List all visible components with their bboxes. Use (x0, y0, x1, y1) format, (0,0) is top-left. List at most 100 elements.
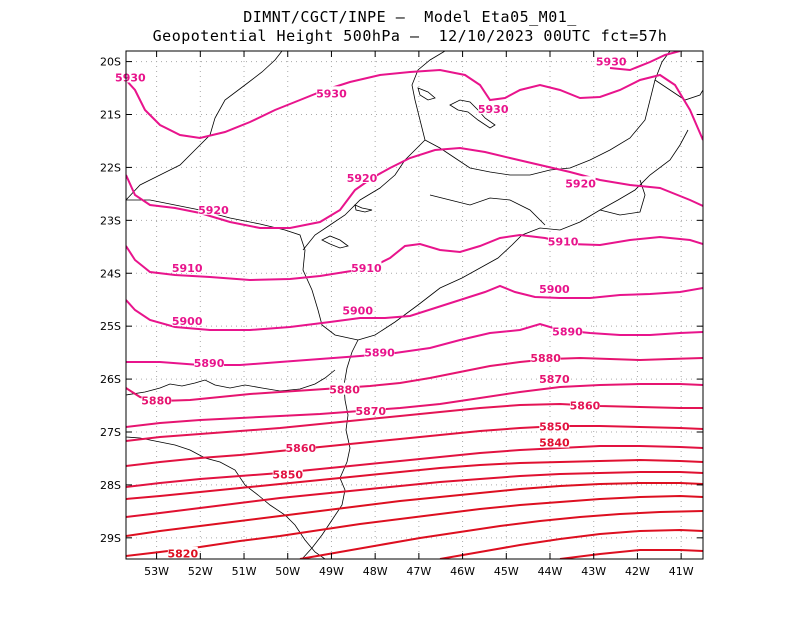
contour-label: 5930 (115, 71, 146, 84)
contour-label-bg (530, 350, 561, 363)
contour-label-bg (194, 356, 225, 369)
contour-label: 5860 (570, 400, 601, 413)
contour-label-bg (569, 398, 600, 411)
axis-ticks: 53W 52W 51W 50W 49W 48W 47W 46W 45W 44W 43W 42W 41W 2… (100, 51, 703, 578)
contour-5805 (439, 528, 703, 559)
contour-5840 (126, 445, 703, 488)
contour-label-bg (342, 303, 373, 316)
x-tick-label: 52W (188, 565, 213, 578)
contour-label: 5860 (286, 442, 317, 455)
plot-frame (125, 50, 704, 560)
contour-label: 5880 (329, 384, 360, 397)
contour-label-bg (565, 176, 596, 189)
contour-label: 5890 (194, 357, 225, 370)
contour-5850 (126, 425, 703, 467)
state-border (411, 51, 446, 141)
contour-label-bg (539, 419, 570, 432)
contour-5930-b (609, 51, 681, 72)
contour-label-bg (355, 403, 386, 416)
reservoir (449, 99, 496, 129)
contour-5910 (126, 233, 703, 282)
x-tick-label: 42W (625, 565, 650, 578)
contour-label-bg (272, 467, 303, 480)
state-border (599, 179, 646, 216)
contour-label: 5870 (539, 373, 570, 386)
state-border (429, 194, 546, 226)
contour-label-bg (316, 86, 347, 99)
contour-5820 (126, 482, 703, 537)
contour-label: 5930 (478, 103, 509, 116)
contour-label: 5880 (530, 352, 561, 365)
contour-label: 5900 (342, 304, 373, 317)
contour-label-bg (198, 202, 229, 215)
x-tick-label: 50W (275, 565, 300, 578)
contour-label-bg (539, 372, 570, 385)
x-tick-label: 41W (669, 565, 694, 578)
contour-label: 5920 (565, 177, 596, 190)
y-tick-label: 27S (100, 426, 121, 439)
coastline (357, 129, 689, 341)
x-tick-label: 46W (450, 565, 475, 578)
coastline (301, 339, 359, 559)
contour-label: 5920 (347, 172, 378, 185)
contour-label-bg (172, 313, 203, 326)
contour-label-bg (478, 102, 509, 115)
contour-5930 (126, 68, 703, 141)
y-tick-label: 25S (100, 320, 121, 333)
contour-5830 (126, 458, 703, 500)
contour-label-bg (141, 393, 172, 406)
contours (126, 51, 703, 559)
contour-label-bg (285, 440, 316, 453)
y-tick-label: 20S (100, 56, 121, 69)
contour-label: 5920 (198, 204, 229, 217)
state-border (126, 199, 359, 341)
state-border (424, 51, 671, 176)
contour-label: 5930 (596, 56, 627, 69)
contour-label: 5840 (539, 437, 570, 450)
y-tick-label: 28S (100, 479, 121, 492)
contour-label-bg (172, 260, 203, 273)
x-tick-label: 47W (406, 565, 431, 578)
contour-label-bg (552, 324, 583, 337)
y-tick-label: 21S (100, 109, 121, 122)
contour-label: 5910 (172, 262, 203, 275)
contour-label: 5910 (548, 236, 579, 249)
contour-label-bg (347, 171, 378, 183)
contour-label-bg (548, 234, 579, 247)
x-tick-label: 43W (581, 565, 606, 578)
reservoir (321, 235, 349, 249)
contour-label: 5930 (316, 87, 347, 100)
contour-label: 5900 (539, 283, 570, 296)
contour-label: 5910 (351, 262, 382, 275)
contour-label-bg (115, 70, 146, 83)
contour-5880 (126, 356, 703, 403)
y-tick-label: 22S (100, 161, 121, 174)
contour-label-bg (364, 345, 395, 358)
state-border (126, 51, 283, 201)
contour-label: 5890 (364, 347, 395, 360)
contour-5900 (126, 284, 703, 331)
contour-5815 (126, 494, 703, 557)
contour-label: 5850 (272, 468, 303, 481)
contour-label-bg (596, 54, 627, 67)
y-tick-label: 24S (100, 267, 121, 280)
contour-5860 (126, 402, 703, 442)
y-tick-label: 29S (100, 532, 121, 545)
contour-label: 5850 (539, 421, 570, 434)
x-tick-label: 49W (319, 565, 344, 578)
x-tick-label: 48W (363, 565, 388, 578)
state-border (302, 139, 426, 251)
contour-5800 (559, 549, 703, 559)
contour-5810 (299, 510, 703, 559)
contour-label-bg (351, 260, 382, 273)
reservoir (417, 87, 436, 101)
contour-label-bg (539, 435, 570, 448)
contour-label: 5870 (355, 405, 386, 418)
reservoir (354, 204, 373, 213)
x-tick-label: 44W (538, 565, 563, 578)
contour-label: 5880 (141, 394, 172, 407)
x-tick-label: 45W (494, 565, 519, 578)
contour-5870 (126, 383, 703, 428)
contour-label-bg (539, 282, 570, 295)
